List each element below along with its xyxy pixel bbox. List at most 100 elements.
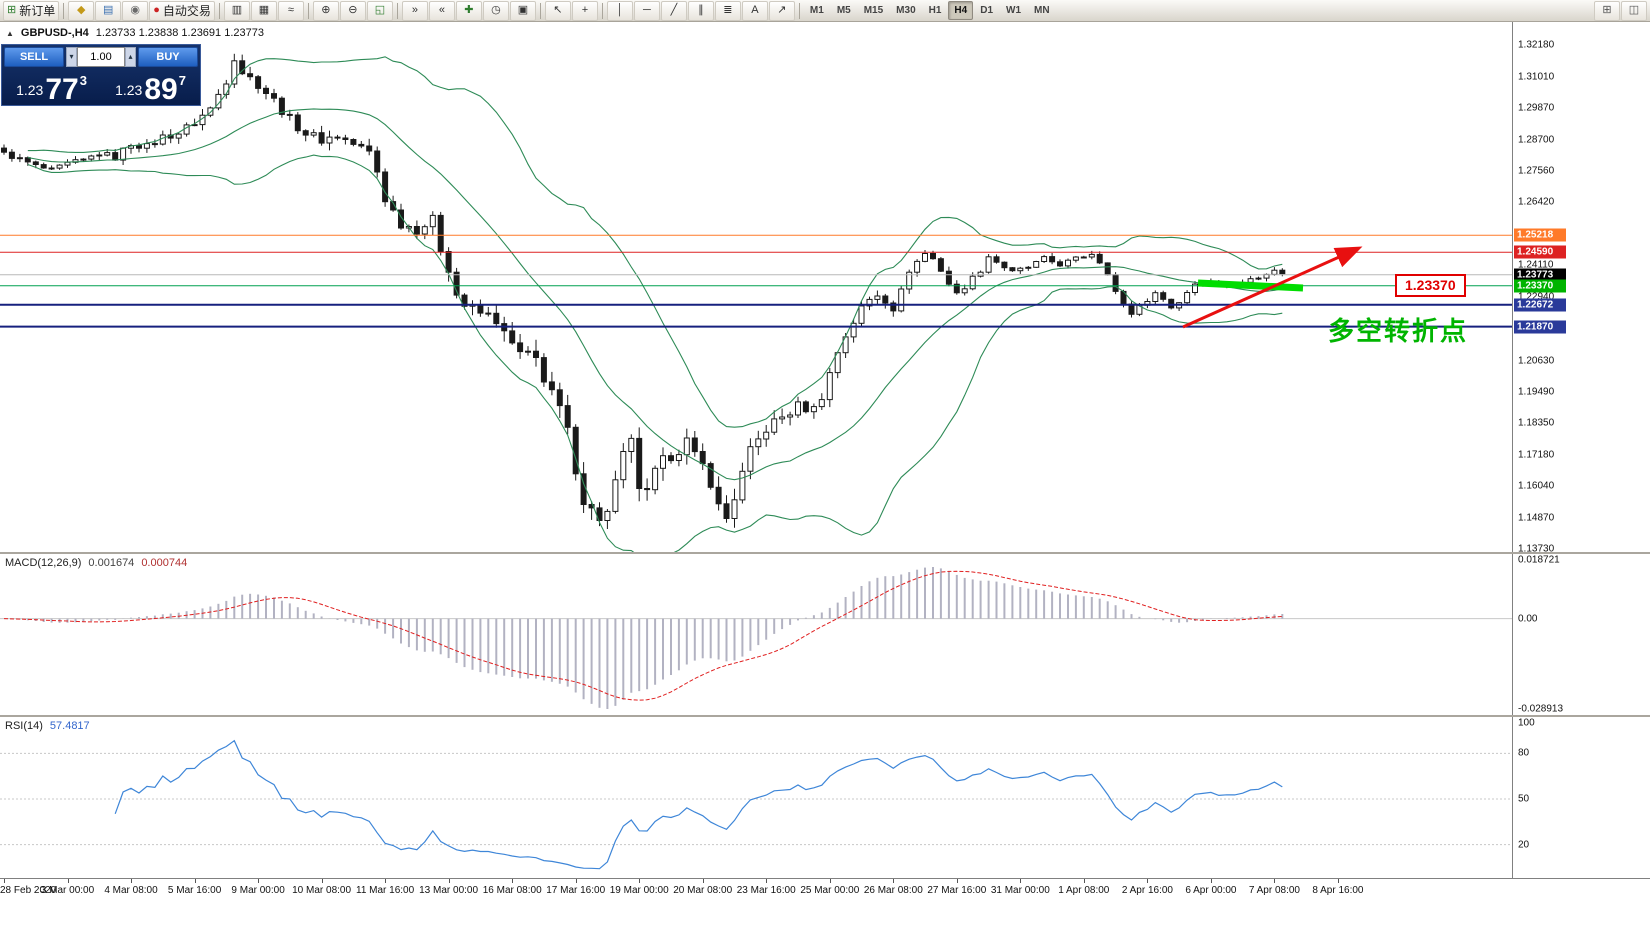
macd-label: MACD(12,26,9) 0.001674 0.000744 <box>5 557 188 569</box>
buy-button[interactable]: BUY <box>138 47 198 67</box>
time-axis-label: 6 Apr 00:00 <box>1185 885 1237 896</box>
profiles-icon: ▤ <box>103 4 114 16</box>
auto-scroll-button[interactable]: » <box>401 0 428 21</box>
time-axis-tick <box>575 879 577 883</box>
toolbar-separator <box>601 2 603 19</box>
time-axis-label: 20 Mar 08:00 <box>673 885 733 896</box>
new-order-icon: ⊞ <box>7 4 17 16</box>
vertical-line-button[interactable]: │ <box>606 0 633 21</box>
timeframe-m15-button[interactable]: M15 <box>863 5 884 16</box>
tile-windows-button[interactable]: ◱ <box>366 0 393 21</box>
time-axis-tick <box>702 879 704 883</box>
crosshair-icon: + <box>581 4 589 16</box>
chart-ohlc-values: 1.23733 1.23838 1.23691 1.23773 <box>95 27 264 39</box>
time-axis-label: 2 Apr 16:00 <box>1121 885 1173 896</box>
timeframe-h1-button[interactable]: H1 <box>928 5 942 16</box>
rsi-label: RSI(14) 57.4817 <box>5 720 90 732</box>
price-axis-label: 1.31010 <box>1518 71 1555 83</box>
indicators-icon: ✚ <box>464 4 474 16</box>
timeframe-m1-button[interactable]: M1 <box>809 5 824 16</box>
sell-button[interactable]: SELL <box>4 47 64 67</box>
horizontal-line-button[interactable]: ─ <box>633 0 660 21</box>
autotrade-button[interactable]: ● 自动交易 <box>149 0 215 21</box>
line-chart-button[interactable]: ≈ <box>277 0 304 21</box>
time-axis-label: 13 Mar 00:00 <box>419 885 479 896</box>
price-level-tag: 1.22672 <box>1514 298 1566 312</box>
rsi-panel[interactable] <box>0 717 1512 878</box>
buy-price-display[interactable]: 1.23 89 7 <box>115 72 186 106</box>
chart-window: ▲ GBPUSD-,H4 1.23733 1.23838 1.23691 1.2… <box>0 22 1650 942</box>
line-chart-icon: ≈ <box>287 4 294 16</box>
fibonacci-button[interactable]: ≣ <box>714 0 741 21</box>
toolbar-separator <box>63 2 65 19</box>
time-axis-label: 17 Mar 16:00 <box>546 885 606 896</box>
new-order-button[interactable]: ⊞ 新订单 <box>3 0 60 21</box>
bollinger-band <box>27 154 1283 553</box>
text-tool-button[interactable]: A <box>741 0 768 21</box>
volume-input[interactable] <box>77 47 125 67</box>
price-axis-label: 1.32180 <box>1518 39 1555 51</box>
navigator-icon: ◉ <box>130 4 141 16</box>
price-axis-label: 1.13730 <box>1518 543 1555 555</box>
timeframe-m5-button[interactable]: M5 <box>836 5 851 16</box>
channel-button[interactable]: ∥ <box>687 0 714 21</box>
indicators-button[interactable]: ✚ <box>455 0 482 21</box>
time-axis-tick <box>1274 879 1276 883</box>
one-click-trading-panel: SELL ▾ ▴ BUY 1.23 77 3 1.23 89 7 <box>1 44 201 106</box>
timeframe-d1-button[interactable]: D1 <box>980 5 994 16</box>
macd-axis-label: 0.00 <box>1518 613 1538 625</box>
price-axis-label: 1.14870 <box>1518 512 1555 524</box>
macd-panel[interactable] <box>0 554 1512 715</box>
price-axis-label: 1.20630 <box>1518 355 1555 366</box>
price-level-label: 1.23370 <box>1395 274 1466 297</box>
chart-symbol-period: GBPUSD-,H4 <box>20 27 89 39</box>
rsi-line <box>114 739 1283 870</box>
zoom-in-button[interactable]: ⊕ <box>312 0 339 21</box>
toolbar-separator <box>539 2 541 19</box>
sell-price-display[interactable]: 1.23 77 3 <box>16 72 87 106</box>
channel-icon: ∥ <box>698 4 704 16</box>
crosshair-button[interactable]: + <box>571 0 598 21</box>
chart-shift-button[interactable]: « <box>428 0 455 21</box>
time-axis[interactable]: 28 Feb 2020 3 Mar 00:00 4 Mar 08:00 5 Mar 1… <box>0 878 1650 923</box>
panel-splitter[interactable] <box>0 552 1650 554</box>
bar-chart-button[interactable]: ▥ <box>223 0 250 21</box>
candlestick-chart-icon: ▦ <box>258 4 270 16</box>
time-axis-tick <box>385 879 387 883</box>
price-axis-label: 1.19490 <box>1518 386 1555 398</box>
metaeditor-button[interactable]: ◆ <box>68 0 95 21</box>
new-chart-window-button[interactable]: ⊞ <box>1594 0 1620 21</box>
auto-scroll-icon: » <box>411 4 418 16</box>
arrows-tool-button[interactable]: ↗ <box>768 0 795 21</box>
window-arrange-button[interactable]: ◫ <box>1621 0 1647 21</box>
price-chart-canvas[interactable] <box>0 22 1512 553</box>
timeframe-m30-button[interactable]: M30 <box>896 5 916 16</box>
volume-down-button[interactable]: ▾ <box>66 47 77 67</box>
time-axis-label: 7 Apr 08:00 <box>1248 885 1300 896</box>
price-axis[interactable]: 1.32180 1.31010 1.29870 1.28700 1.27560 1.264… <box>1512 22 1650 878</box>
templates-button[interactable]: ▣ <box>509 0 536 21</box>
periods-button[interactable]: ◷ <box>482 0 509 21</box>
panel-splitter[interactable] <box>0 715 1650 717</box>
toolbar: ⊞ 新订单 ◆ ▤ ◉ ● 自动交易 ▥ ▦ ≈ ⊕ ⊖ ◱ » « ✚ ◷ ▣ ↖ + │ ─ ╱ ∥ ≣ A ↗ M1 M5 M15 M… <box>0 0 1650 22</box>
turning-point-annotation: 多空转折点 <box>1328 316 1469 346</box>
time-axis-label: 23 Mar 16:00 <box>736 885 796 896</box>
timeframe-h4-button[interactable]: H4 <box>948 1 974 20</box>
timeframe-mn-button[interactable]: MN <box>1034 5 1050 16</box>
time-axis-label: 9 Mar 00:00 <box>231 885 285 896</box>
volume-up-button[interactable]: ▴ <box>125 47 136 67</box>
price-axis-label: 1.28700 <box>1518 134 1555 146</box>
candlestick-chart-button[interactable]: ▦ <box>250 0 277 21</box>
new-chart-window-icon: ⊞ <box>1602 4 1612 16</box>
trendline-button[interactable]: ╱ <box>660 0 687 21</box>
time-axis-label: 25 Mar 00:00 <box>800 885 860 896</box>
price-axis-label: 1.27560 <box>1518 165 1555 177</box>
macd-axis-label: 0.018721 <box>1518 554 1560 566</box>
cursor-button[interactable]: ↖ <box>544 0 571 21</box>
window-arrange-icon: ◫ <box>1628 4 1640 16</box>
time-axis-tick <box>1337 879 1339 883</box>
navigator-button[interactable]: ◉ <box>122 0 149 21</box>
zoom-out-button[interactable]: ⊖ <box>339 0 366 21</box>
timeframe-w1-button[interactable]: W1 <box>1006 5 1022 16</box>
profiles-button[interactable]: ▤ <box>95 0 122 21</box>
